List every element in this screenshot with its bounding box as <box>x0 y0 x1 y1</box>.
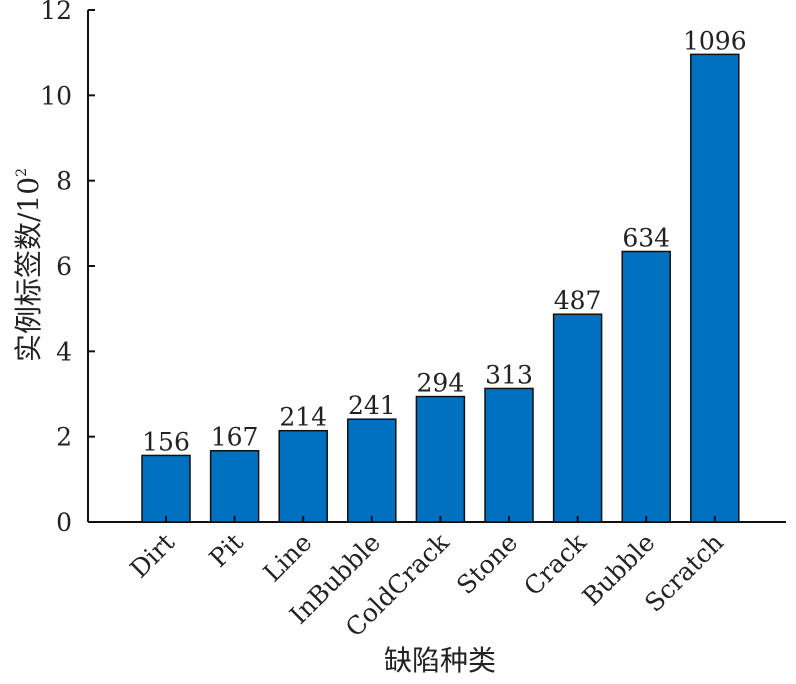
x-axis-title: 缺陷种类 <box>384 644 496 677</box>
y-tick-label: 6 <box>56 252 72 281</box>
y-tick-label: 0 <box>56 508 72 537</box>
bar-crack <box>552 313 603 523</box>
bar-pit <box>209 449 260 523</box>
y-tick-label: 12 <box>40 0 72 25</box>
data-label: 634 <box>622 223 670 252</box>
data-labels-group: 156 167 214 241 294 313 487 634 1096 <box>142 26 746 456</box>
x-tick-label: Line <box>258 528 318 588</box>
data-label: 1096 <box>683 26 747 55</box>
data-label: 487 <box>554 286 602 315</box>
y-tick-label: 8 <box>56 167 72 196</box>
bar-coldcrack <box>415 395 466 523</box>
bar-stone <box>484 387 534 523</box>
data-label: 241 <box>348 391 396 420</box>
y-axis-ticks: 0 2 4 6 8 10 12 <box>40 0 95 537</box>
data-label: 214 <box>279 403 327 432</box>
x-tick-label: Stone <box>451 528 523 600</box>
y-axis-title-main: 实例标签数/10 <box>12 177 45 362</box>
y-tick-label: 2 <box>56 423 72 452</box>
x-axis-ticks: Dirt Pit LineInBubbleColdCrackStoneCrackBu… <box>124 516 729 643</box>
bar-dirt <box>141 454 191 523</box>
y-axis-title-superscript: 2 <box>14 168 30 177</box>
data-label: 156 <box>142 427 190 456</box>
bars-group <box>141 53 740 523</box>
bar-bubble <box>621 250 671 523</box>
bar-scratch <box>690 53 740 523</box>
bar-line <box>278 429 328 523</box>
data-label: 167 <box>211 423 259 452</box>
y-tick-label: 10 <box>40 81 72 110</box>
y-axis-title: 实例标签数/102 <box>12 168 45 362</box>
data-label: 294 <box>417 369 465 398</box>
data-label: 313 <box>485 360 533 389</box>
y-tick-label: 4 <box>56 337 72 366</box>
bar-inbubble <box>347 418 397 523</box>
x-tick-label: Dirt <box>124 528 180 584</box>
x-tick-label: Pit <box>204 528 249 573</box>
